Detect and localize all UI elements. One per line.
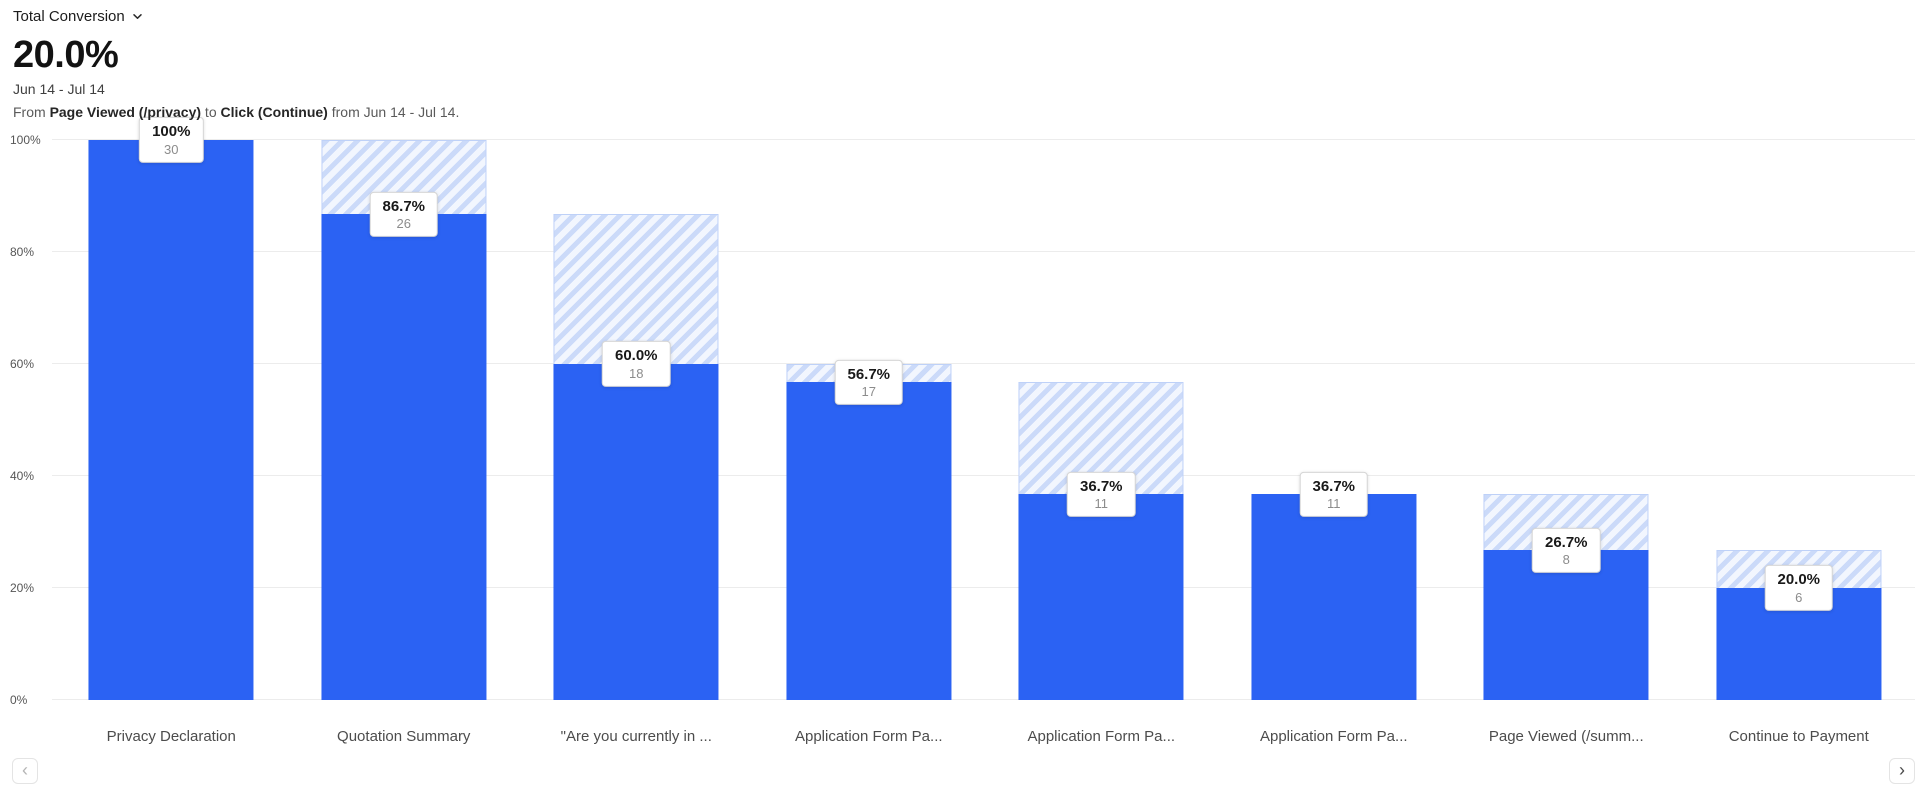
conversion-label-box: 86.7% 26 <box>369 191 439 238</box>
funnel-step-4: 56.7% 17 <box>753 140 986 700</box>
gridline-20 <box>52 587 1915 588</box>
funnel-step-8: 20.0% 6 <box>1683 140 1916 700</box>
conversion-percent: 60.0% <box>614 347 658 365</box>
conversion-count: 17 <box>861 384 876 400</box>
funnel-step-2: 86.7% 26 <box>288 140 521 700</box>
conversion-count: 6 <box>1795 589 1803 605</box>
gridline-100 <box>52 139 1915 140</box>
prev-page-button[interactable]: ‹ <box>12 758 38 784</box>
funnel-step-5: 36.7% 11 <box>985 140 1218 700</box>
y-tick-label: 20% <box>10 581 35 595</box>
funnel-description: From Page Viewed (/privacy) to Click (Co… <box>13 104 459 120</box>
chart-header: Total Conversion 20.0% Jun 14 - Jul 14 F… <box>13 8 459 120</box>
date-range-label: Jun 14 - Jul 14 <box>13 81 105 97</box>
conversion-label-box: 100% 30 <box>139 117 204 163</box>
conversion-label-box: 56.7% 17 <box>834 359 904 406</box>
conversion-percent: 36.7% <box>1079 477 1123 495</box>
gridline-40 <box>52 475 1915 476</box>
conversion-label-box: 26.7% 8 <box>1531 527 1601 574</box>
gridline-80 <box>52 251 1915 252</box>
description-text: to <box>201 104 221 120</box>
from-event-label: Page Viewed (/privacy) <box>49 104 202 120</box>
category-label: Continue to Payment <box>1728 728 1869 745</box>
conversion-count: 8 <box>1562 552 1570 568</box>
converted-segment[interactable] <box>321 214 487 700</box>
converted-segment[interactable] <box>1018 494 1184 700</box>
chevron-left-icon: ‹ <box>22 759 28 780</box>
conversion-percent: 26.7% <box>1544 533 1588 551</box>
funnel-step-1: 100% 30 <box>55 117 288 700</box>
category-label: Application Form Pa... <box>1259 728 1408 745</box>
conversion-count: 26 <box>396 216 411 232</box>
conversion-percent: 20.0% <box>1777 571 1821 589</box>
converted-segment[interactable] <box>553 364 719 700</box>
metric-selector-label: Total Conversion <box>13 8 125 25</box>
y-tick-label: 40% <box>10 469 35 483</box>
conversion-percent: 36.7% <box>1312 477 1356 495</box>
category-label: Privacy Declaration <box>106 728 236 745</box>
category-label: "Are you currently in ... <box>560 728 712 745</box>
conversion-percent: 86.7% <box>382 197 426 215</box>
conversion-count: 30 <box>164 141 179 157</box>
y-tick-label: 100% <box>10 133 41 147</box>
funnel-step-7: 26.7% 8 <box>1450 140 1683 700</box>
converted-segment[interactable] <box>1251 494 1417 700</box>
category-label: Page Viewed (/summ... <box>1488 728 1644 745</box>
y-tick-label: 80% <box>10 245 35 259</box>
funnel-chart-plot: 0% 20% 40% 60% 80% 100% 100% 30 86.7% 26 60.0% 18 5… <box>0 117 1927 707</box>
conversion-percent: 56.7% <box>847 365 891 383</box>
conversion-count: 11 <box>1094 496 1108 512</box>
gridline-60 <box>52 363 1915 364</box>
conversion-label-box: 36.7% 11 <box>1066 471 1136 518</box>
metric-selector-dropdown[interactable]: Total Conversion <box>13 8 143 25</box>
conversion-label-box: 60.0% 18 <box>601 341 671 387</box>
conversion-count: 18 <box>629 365 644 381</box>
funnel-step-6: 36.7% 11 <box>1218 140 1451 700</box>
description-text: From <box>13 104 50 120</box>
x-axis-labels: Privacy Declaration Quotation Summary "Are… <box>55 728 1915 745</box>
dropoff-segment[interactable] <box>553 214 719 364</box>
converted-segment[interactable] <box>88 140 254 700</box>
converted-segment[interactable] <box>1483 550 1649 700</box>
to-event-label: Click (Continue) <box>220 104 328 120</box>
next-page-button[interactable]: › <box>1889 758 1915 784</box>
y-tick-label: 60% <box>10 357 35 371</box>
funnel-step-3: 60.0% 18 <box>520 140 753 700</box>
conversion-percent: 100% <box>152 123 191 141</box>
chevron-down-icon <box>132 14 142 19</box>
y-tick-label: 0% <box>10 693 28 707</box>
total-conversion-value: 20.0% <box>13 34 119 76</box>
chevron-right-icon: › <box>1899 759 1905 780</box>
category-label: Application Form Pa... <box>1027 728 1176 745</box>
description-text: from Jun 14 - Jul 14. <box>327 104 460 120</box>
conversion-count: 11 <box>1326 496 1341 512</box>
conversion-label-box: 36.7% 11 <box>1299 471 1369 518</box>
category-label: Quotation Summary <box>337 728 471 745</box>
conversion-label-box: 20.0% 6 <box>1764 565 1834 611</box>
bars-layer: 100% 30 86.7% 26 60.0% 18 56.7% 17 36.7% 11 36.7% 1… <box>55 117 1916 700</box>
converted-segment[interactable] <box>786 382 952 700</box>
category-label: Application Form Pa... <box>794 728 943 745</box>
gridline-0 <box>52 699 1915 700</box>
